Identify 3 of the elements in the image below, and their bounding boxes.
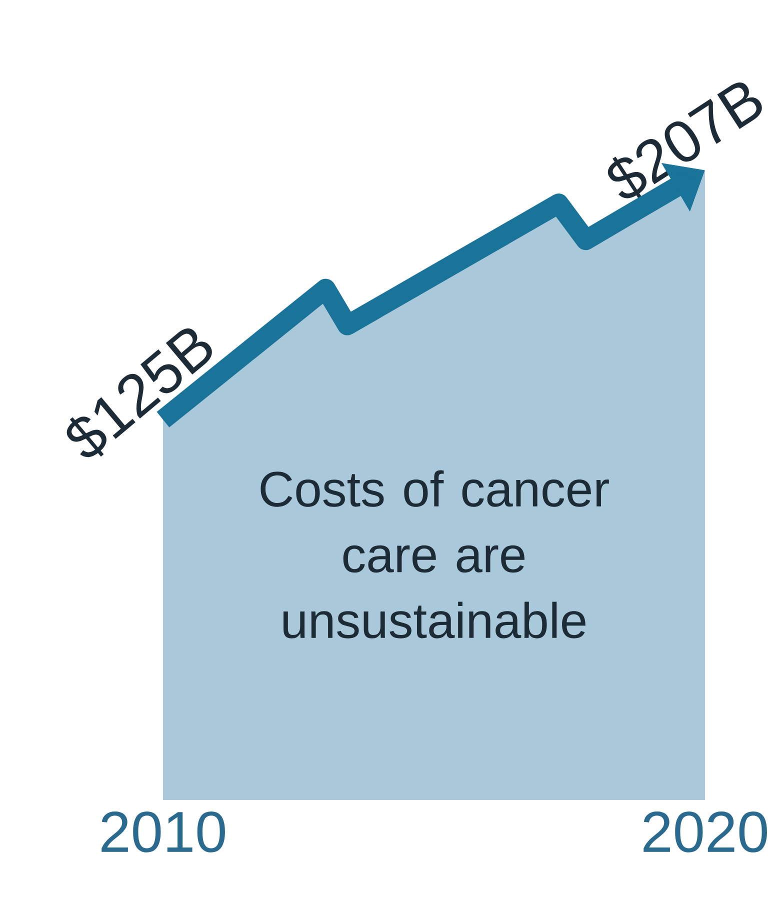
x-tick-label: 2010 xyxy=(102,812,225,852)
x-tick-label: 2020 xyxy=(644,812,767,852)
annotation: Costs of cancer care are unsustainable xyxy=(260,470,609,638)
